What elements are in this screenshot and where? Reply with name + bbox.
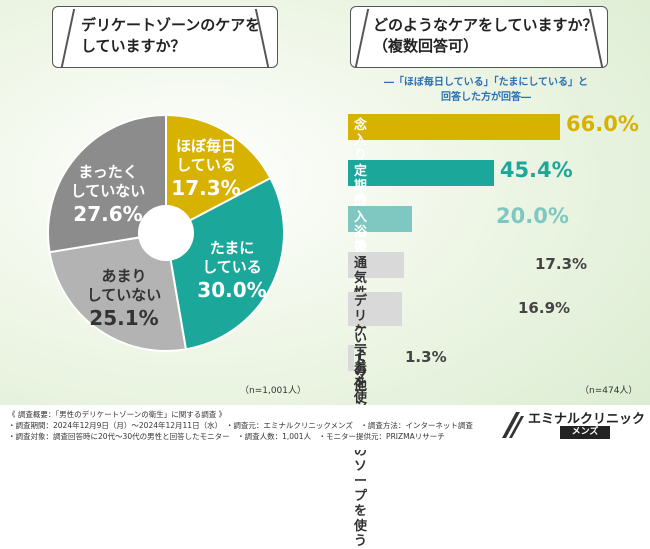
bar-category-label: その他: [354, 349, 368, 394]
pie-center-hole: [138, 205, 194, 261]
pie-slice-category: たまに している: [202, 239, 262, 276]
pie-slice-value: 17.3%: [171, 176, 241, 200]
survey-target: ・調査対象：調査回答時に20代～30代の男性と回答したモニター ・調査人数：1,…: [8, 432, 445, 441]
bar-subnote: ―「ほぼ毎日している」「たまにしている」と 回答した方が回答―: [383, 77, 589, 103]
bar-value-label: 45.4%: [499, 158, 573, 182]
pie-slice-category: まったく していない: [70, 163, 146, 200]
pie-slice-value: 25.1%: [89, 306, 159, 330]
pie-question-box: デリケートゾーンのケアを していますか？: [52, 6, 278, 68]
bar: [348, 252, 404, 278]
bar: [348, 345, 354, 371]
pie-slice-value: 27.6%: [73, 202, 143, 226]
clinic-logo-sub: メンズ: [560, 426, 610, 439]
bar: [348, 292, 403, 326]
bar-value-label: 66.0%: [566, 112, 639, 136]
bar-value-label: 16.9%: [518, 299, 571, 317]
pie-slice-category: あまり していない: [86, 267, 162, 304]
bar-sample-size: （n=474人）: [580, 386, 638, 396]
pie-slice-category: ほぼ毎日 している: [175, 137, 236, 174]
bar-value-label: 20.0%: [496, 204, 569, 228]
bar: [348, 114, 560, 140]
pie-slice: [165, 113, 272, 235]
pie-chart: [47, 113, 285, 352]
pie-slice-label: たまに している 30.0%: [182, 239, 282, 303]
bar-question-box: どのようなケアをしていますか？ （複数回答可）: [350, 6, 608, 68]
pie-slice-value: 30.0%: [197, 278, 267, 302]
pie-slice-label: あまり していない 25.1%: [74, 267, 174, 331]
pie-slice: [164, 176, 285, 351]
survey-period: ・調査期間：2024年12月9日（月）～2024年12月11日（水） ・調査元：…: [8, 421, 473, 430]
bar: [348, 160, 494, 186]
clinic-logo-name: エミナルクリニック: [528, 412, 646, 427]
bar: [348, 206, 413, 232]
bar-value-label: 1.3%: [405, 348, 447, 366]
pie-slice-label: ほぼ毎日 している 17.3%: [156, 137, 256, 201]
clinic-logo-icon: [502, 412, 524, 438]
bar-question-title: どのようなケアをしていますか？ （複数回答可）: [373, 16, 598, 55]
pie-slice: [47, 113, 167, 254]
pie-sample-size: （n=1,001人）: [240, 386, 307, 396]
pie-question-title: デリケートゾーンのケアを していますか？: [81, 16, 261, 55]
survey-overview: 《 調査概要：「男性のデリケートゾーンの衛生」に関する調査 》: [8, 410, 227, 419]
pie-slice-label: まったく していない 27.6%: [58, 163, 158, 227]
footer: 《 調査概要：「男性のデリケートゾーンの衛生」に関する調査 》 ・調査期間：20…: [0, 405, 650, 450]
bar-value-label: 17.3%: [535, 255, 588, 273]
pie-slice: [48, 231, 188, 352]
